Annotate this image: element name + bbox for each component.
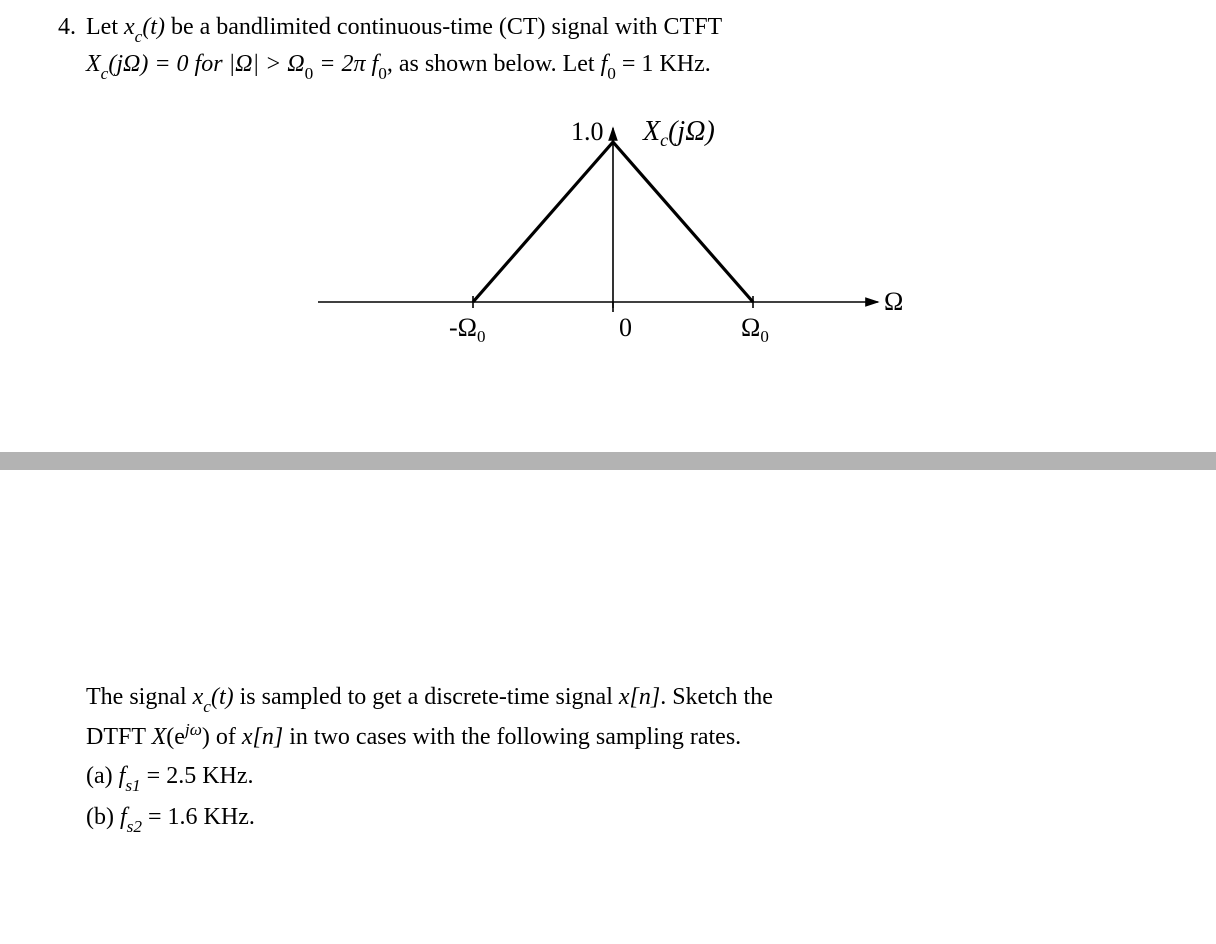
outro-3: . Sketch the — [660, 684, 773, 710]
problem-block: 4. Let xc(t) be a bandlimited continuous… — [30, 10, 1186, 84]
xc-t-x: x — [124, 14, 135, 40]
outro-2: is sampled to get a discrete-time signal — [234, 684, 619, 710]
Xc-arg: (jΩ) = 0 for |Ω| > Ω — [108, 51, 304, 77]
part-b: (b) fs2 = 1.6 KHz. — [86, 800, 1186, 837]
svg-text:1.0: 1.0 — [571, 117, 604, 146]
problem-body-2: The signal xc(t) is sampled to get a dis… — [86, 680, 1186, 836]
Xc-sym: X — [86, 51, 101, 77]
Xejw-X: X — [152, 724, 167, 750]
f0-sub: 0 — [378, 64, 387, 83]
svg-text:Xc(jΩ): Xc(jΩ) — [642, 116, 715, 150]
svg-text:0: 0 — [619, 313, 632, 342]
part-a: (a) fs1 = 2.5 KHz. — [86, 759, 1186, 796]
intro-text-2: be a bandlimited continuous-time (CT) si… — [165, 14, 722, 40]
part-b-label: (b) — [86, 804, 120, 830]
figure-container: 1.0 Xc(jΩ) Ω -Ω0 0 Ω0 — [30, 84, 1186, 403]
page-separator — [0, 452, 1216, 470]
fs2-sym: f — [120, 804, 127, 830]
problem-body: Let xc(t) be a bandlimited continuous-ti… — [86, 10, 1186, 84]
intro-text-3: , as shown below. Let — [387, 51, 601, 77]
Xejw-close: ) — [202, 724, 210, 750]
xc-t-c2: c — [203, 697, 211, 716]
xc-t-c: c — [135, 27, 143, 46]
part-b-val: = 1.6 KHz. — [142, 804, 255, 830]
svg-text:-Ω0: -Ω0 — [449, 313, 485, 346]
part-a-val: = 2.5 KHz. — [141, 763, 254, 789]
Xejw-open: (e — [166, 724, 185, 750]
omega0-sub: 0 — [305, 64, 314, 83]
Xejw-exp: jω — [185, 720, 202, 739]
xn-sym: x[n] — [619, 684, 660, 710]
outro-1: The signal — [86, 684, 193, 710]
svg-text:Ω0: Ω0 — [741, 313, 769, 346]
xc-t-t2: (t) — [211, 684, 234, 710]
outro-5: of — [210, 724, 242, 750]
fs1-sub: s1 — [125, 776, 140, 795]
xc-t-x2: x — [193, 684, 204, 710]
outro-6: in two cases with the following sampling… — [283, 724, 741, 750]
outro-4: DTFT — [86, 724, 152, 750]
eq-2pif: = 2π f — [313, 51, 378, 77]
intro-text-1: Let — [86, 14, 124, 40]
f0-sub2: 0 — [607, 64, 616, 83]
xn-sym2: x[n] — [242, 724, 283, 750]
fs2-sub: s2 — [127, 817, 142, 836]
spectrum-figure: 1.0 Xc(jΩ) Ω -Ω0 0 Ω0 — [288, 112, 928, 372]
problem-continuation: The signal xc(t) is sampled to get a dis… — [30, 680, 1186, 836]
part-a-label: (a) — [86, 763, 119, 789]
intro-text-4: = 1 KHz. — [616, 51, 711, 77]
Xc-sub: c — [101, 64, 109, 83]
svg-text:Ω: Ω — [884, 287, 903, 316]
xc-t-t: (t) — [142, 14, 165, 40]
problem-number: 4. — [30, 10, 86, 45]
